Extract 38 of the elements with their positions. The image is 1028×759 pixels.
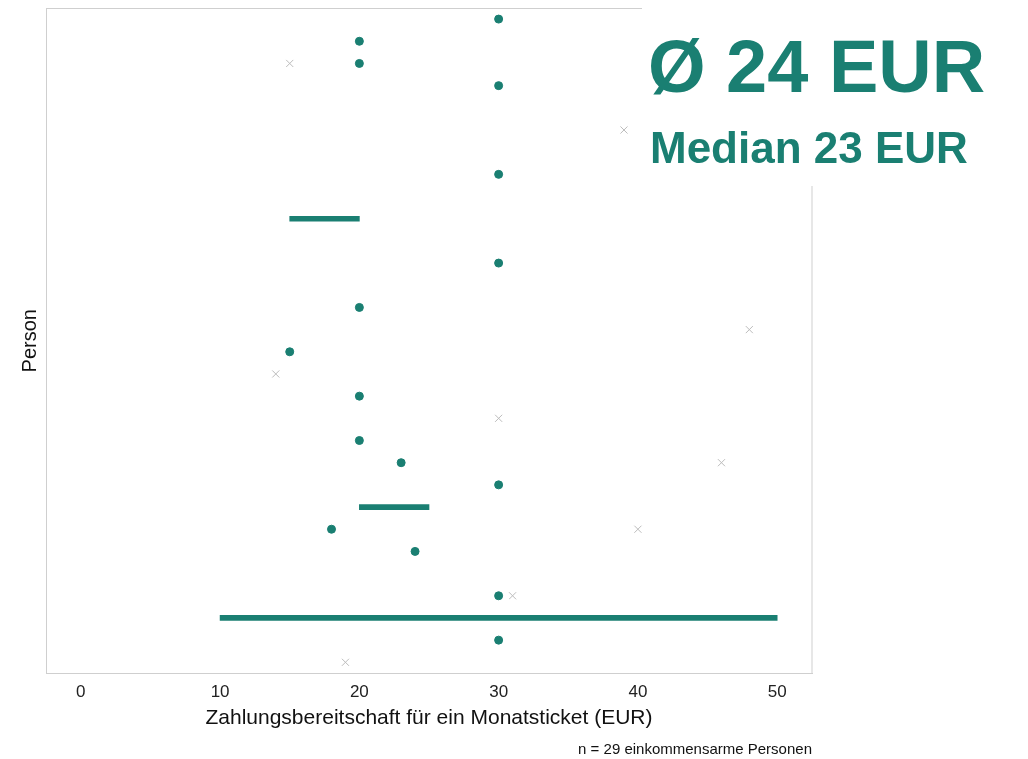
bar xyxy=(359,504,430,510)
point xyxy=(341,658,350,667)
point xyxy=(745,325,754,334)
x-tick-label: 30 xyxy=(489,682,509,702)
point xyxy=(354,391,364,401)
point xyxy=(717,458,726,467)
point xyxy=(494,81,504,91)
point xyxy=(494,591,504,601)
point xyxy=(494,258,504,268)
x-tick-label: 20 xyxy=(349,682,369,702)
y-axis-title: Person xyxy=(17,309,40,373)
point xyxy=(494,414,503,423)
point xyxy=(633,525,642,534)
text: n = 29 einkommensarme Personen xyxy=(578,740,812,757)
point xyxy=(494,480,504,490)
x-tick-label: 10 xyxy=(210,682,230,702)
point xyxy=(285,59,294,68)
point xyxy=(354,436,364,446)
x-tick-label: 50 xyxy=(767,682,787,702)
point xyxy=(354,58,364,68)
x-tick-label: 0 xyxy=(76,682,86,702)
bar xyxy=(219,615,778,621)
point xyxy=(285,347,295,357)
point xyxy=(508,591,517,600)
point xyxy=(494,14,504,24)
point xyxy=(396,458,406,468)
point xyxy=(494,169,504,179)
point xyxy=(494,635,504,645)
point xyxy=(271,369,280,379)
point xyxy=(354,302,364,312)
annotation: Median 23 EUR xyxy=(650,123,968,172)
x-tick-label: 40 xyxy=(628,682,648,702)
point xyxy=(410,546,420,556)
point xyxy=(327,524,337,534)
bar xyxy=(289,215,360,222)
annotation: Ø 24 EUR xyxy=(648,25,986,108)
x-axis-title: Zahlungsbereitschaft für ein Monatsticket (EUR) xyxy=(205,705,653,729)
point xyxy=(354,36,364,46)
